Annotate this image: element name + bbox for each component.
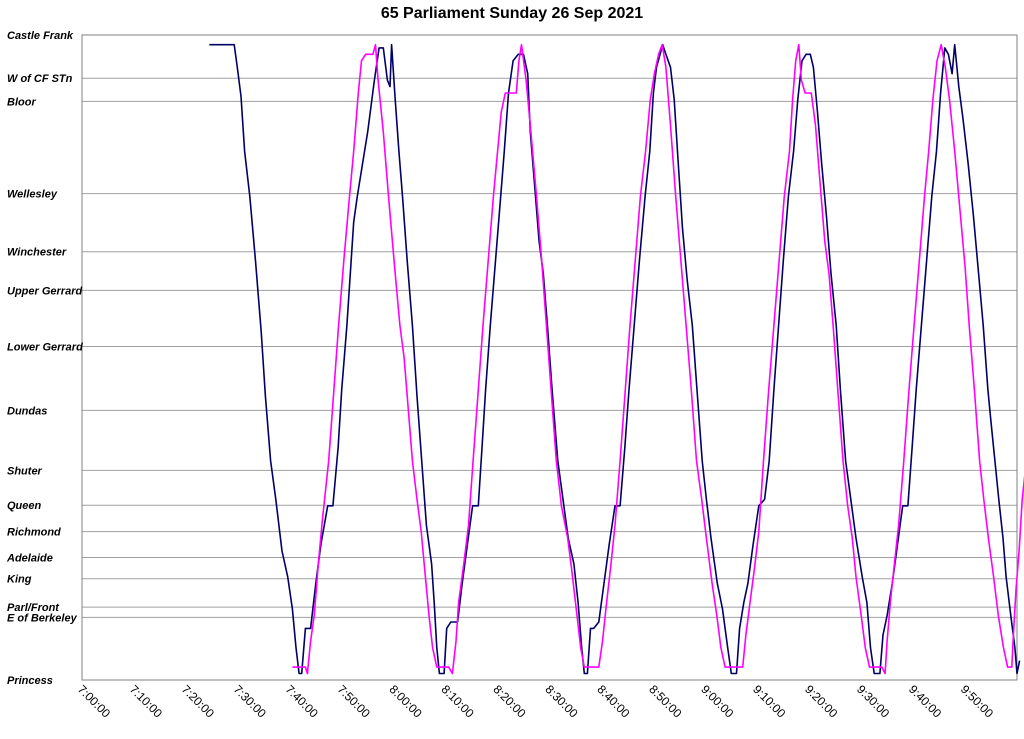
stop-label: Parl/Front xyxy=(7,602,60,614)
stop-label: Lower Gerrard xyxy=(7,342,83,354)
stop-label: Bloor xyxy=(7,96,36,108)
stop-label: Wellesley xyxy=(7,189,58,201)
stop-label: Adelaide xyxy=(6,552,53,564)
plot-frame xyxy=(81,34,1018,681)
stop-label: Upper Gerrard xyxy=(7,285,82,297)
stop-label: Princess xyxy=(7,675,53,687)
time-tick-label: 7:40:00 xyxy=(283,682,321,720)
stop-label: Dundas xyxy=(7,405,47,417)
time-tick-label: 7:00:00 xyxy=(75,682,113,720)
stop-label: Winchester xyxy=(7,247,67,259)
time-tick-label: 9:50:00 xyxy=(958,682,996,720)
time-tick-label: 7:10:00 xyxy=(127,682,165,720)
stop-label: W of CF STn xyxy=(7,73,73,85)
bus-trips xyxy=(209,43,1024,675)
time-tick-label: 8:50:00 xyxy=(646,682,684,720)
time-tick-label: 8:20:00 xyxy=(490,682,528,720)
stop-label: King xyxy=(7,574,32,586)
time-tick-label: 7:50:00 xyxy=(335,682,373,720)
time-tick-label: 9:20:00 xyxy=(802,682,840,720)
time-tick-label: 9:00:00 xyxy=(698,682,736,720)
time-tick-label: 7:30:00 xyxy=(231,682,269,720)
time-tick-label: 9:30:00 xyxy=(854,682,892,720)
time-tick-label: 8:00:00 xyxy=(387,682,425,720)
stop-label: Castle Frank xyxy=(7,30,74,42)
stop-label: Shuter xyxy=(7,465,43,477)
time-labels: 7:00:00 7:10:00 7:20:00 7:30:00 7:40:00 7:50:… xyxy=(75,682,996,720)
stop-labels: Castle Frank W of CF STn Bloor Wellesley Win… xyxy=(6,30,83,687)
chart-title: 65 Parliament Sunday 26 Sep 2021 xyxy=(381,5,643,22)
time-tick-label: 7:20:00 xyxy=(179,682,217,720)
time-tick-label: 9:10:00 xyxy=(750,682,788,720)
trip-line xyxy=(292,43,1024,675)
time-tick-label: 8:40:00 xyxy=(594,682,632,720)
stop-label: Queen xyxy=(7,500,42,512)
stop-label: Richmond xyxy=(7,527,61,539)
time-tick-label: 8:30:00 xyxy=(542,682,580,720)
time-tick-label: 9:40:00 xyxy=(906,682,944,720)
time-tick-label: 8:10:00 xyxy=(438,682,476,720)
stop-label: E of Berkeley xyxy=(7,612,78,624)
